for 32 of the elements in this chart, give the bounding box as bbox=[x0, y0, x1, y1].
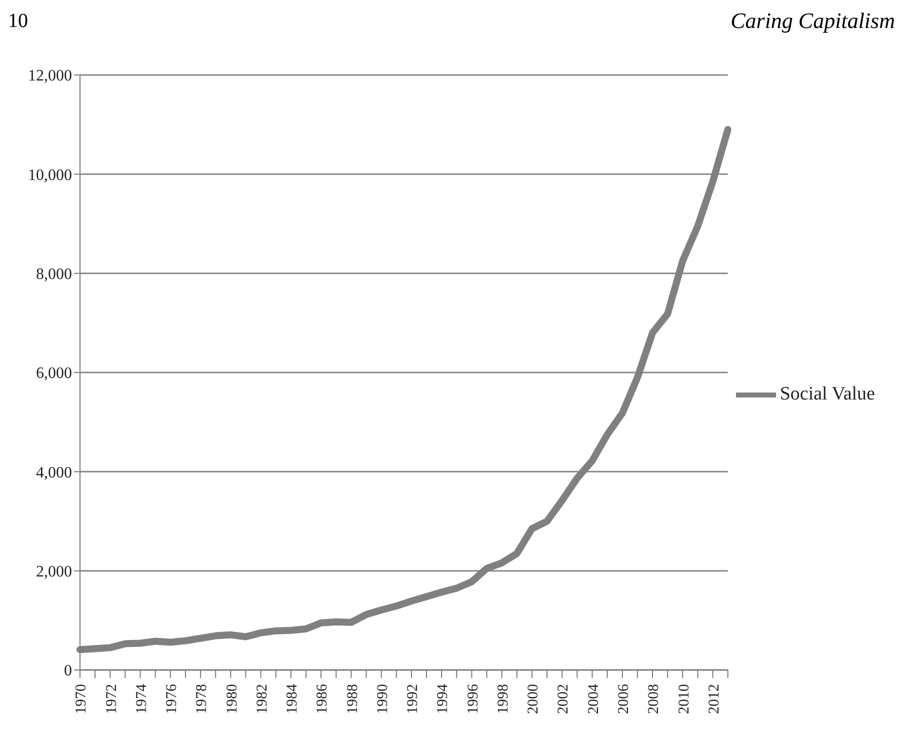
x-tick-label: 1994 bbox=[435, 684, 452, 714]
x-tick-label: 1988 bbox=[344, 684, 361, 714]
x-tick-label: 2002 bbox=[556, 684, 572, 714]
x-tick-label: 1980 bbox=[224, 684, 240, 714]
x-tick-label: 1978 bbox=[194, 684, 210, 714]
x-tick-label: 2006 bbox=[616, 684, 632, 714]
x-tick-label: 1972 bbox=[104, 684, 120, 714]
x-tick-label: 2012 bbox=[706, 684, 722, 714]
x-tick-label: 1970 bbox=[74, 684, 90, 714]
y-tick-label: 4,000 bbox=[36, 464, 72, 482]
x-tick-label: 1984 bbox=[284, 684, 301, 714]
y-tick-label: 10,000 bbox=[28, 166, 72, 184]
x-tick-label: 2000 bbox=[526, 684, 542, 714]
legend-label: Social Value bbox=[780, 383, 875, 404]
x-tick-label: 1992 bbox=[405, 684, 422, 714]
x-tick-label: 1998 bbox=[495, 684, 512, 714]
x-tick-label: 1976 bbox=[164, 684, 180, 714]
y-tick-label: 12,000 bbox=[28, 68, 72, 85]
x-tick-label: 2010 bbox=[676, 684, 692, 714]
x-tick-label: 1996 bbox=[465, 684, 482, 714]
y-tick-label: 6,000 bbox=[36, 365, 72, 382]
text: Caring Capitalism bbox=[730, 8, 895, 34]
y-tick-label: 8,000 bbox=[36, 266, 72, 284]
x-tick-label: 2004 bbox=[586, 684, 602, 714]
x-tick-label: 1974 bbox=[134, 684, 150, 714]
x-tick-label: 1990 bbox=[374, 684, 391, 714]
y-tick-label: 0 bbox=[64, 662, 72, 680]
x-tick-label: 1982 bbox=[254, 684, 270, 714]
x-tick-label: 1986 bbox=[314, 684, 331, 714]
x-tick-label: 2008 bbox=[646, 684, 662, 714]
y-tick-label: 2,000 bbox=[36, 564, 72, 581]
text: 10 bbox=[8, 10, 28, 33]
